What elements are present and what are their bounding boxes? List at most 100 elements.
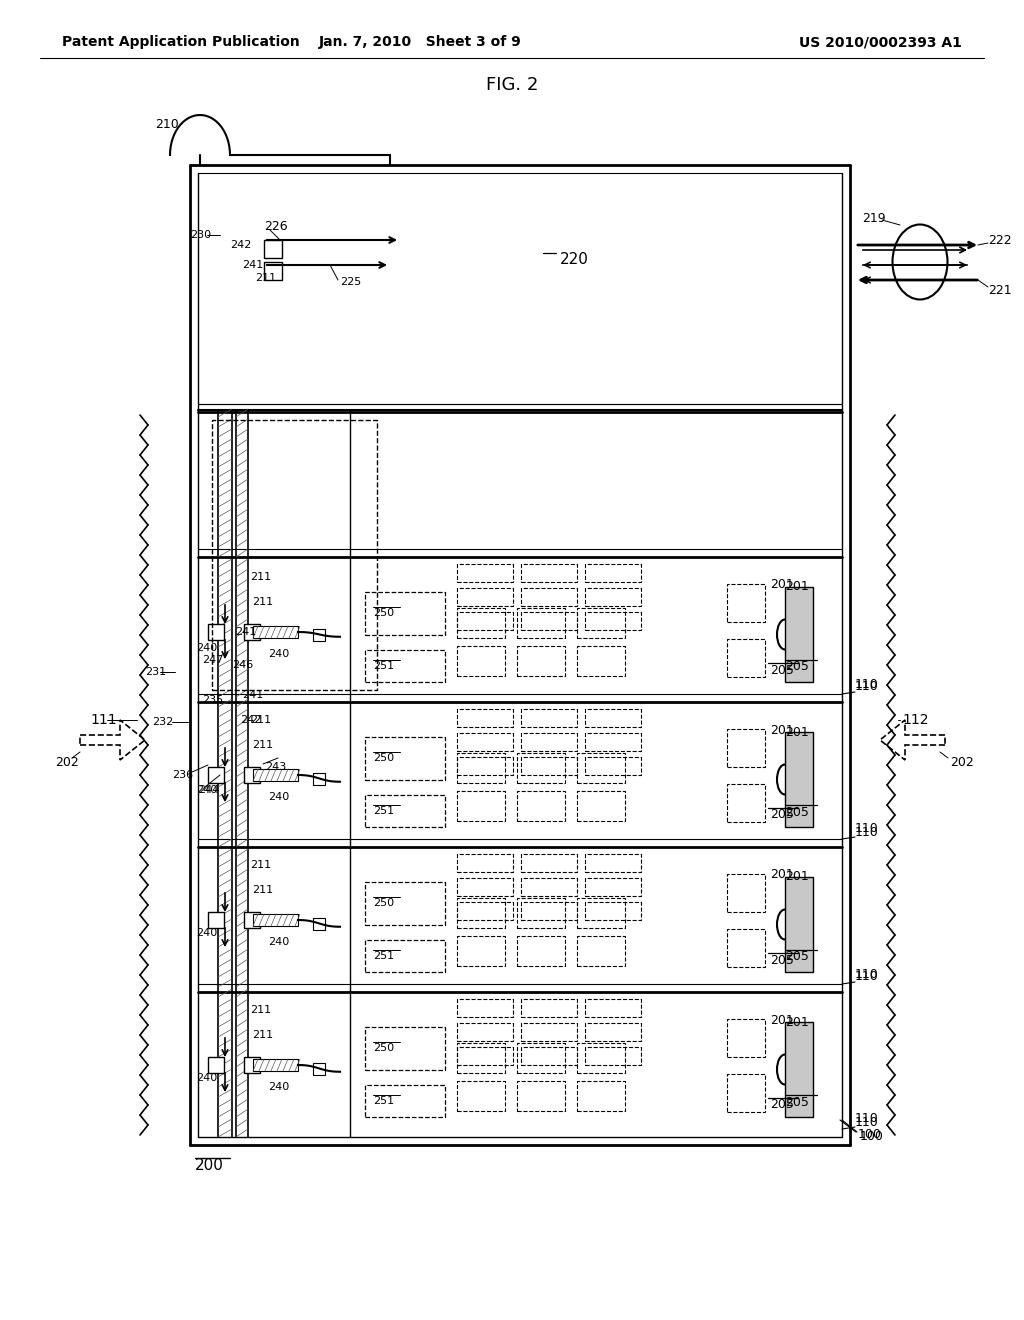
Bar	[457, 564, 513, 582]
Bar	[457, 898, 505, 928]
Bar	[521, 589, 577, 606]
Bar	[521, 709, 577, 727]
Text: 240: 240	[196, 643, 217, 653]
Text: 226: 226	[264, 220, 288, 234]
Bar	[585, 612, 641, 630]
Text: 211: 211	[250, 572, 271, 582]
Bar	[517, 752, 565, 783]
Text: 241: 241	[242, 260, 263, 271]
Text: 110: 110	[855, 822, 879, 836]
Bar	[521, 999, 577, 1018]
Text: 205: 205	[785, 660, 809, 673]
Bar	[365, 795, 445, 828]
Text: 201: 201	[770, 1014, 794, 1027]
Text: 110: 110	[855, 825, 879, 838]
Text: 240: 240	[196, 785, 217, 795]
Bar	[457, 752, 505, 783]
Text: 232: 232	[152, 717, 173, 727]
Text: 201: 201	[785, 726, 809, 738]
Bar	[365, 1027, 445, 1071]
Bar	[727, 874, 765, 912]
Text: 251: 251	[373, 950, 394, 961]
Bar	[457, 1081, 505, 1111]
Text: 110: 110	[855, 1113, 879, 1126]
Bar	[457, 854, 513, 873]
Bar	[521, 733, 577, 751]
Bar	[727, 1019, 765, 1057]
Bar	[727, 729, 765, 767]
Text: 205: 205	[770, 664, 794, 676]
Bar	[785, 587, 813, 682]
Bar	[457, 709, 513, 727]
Text: 201: 201	[770, 723, 794, 737]
Text: 251: 251	[373, 661, 394, 671]
Bar	[577, 609, 625, 638]
Text: 240: 240	[268, 649, 289, 659]
Bar	[365, 737, 445, 780]
Bar	[457, 1047, 513, 1065]
Bar	[457, 609, 505, 638]
Text: 240: 240	[268, 1082, 289, 1092]
Bar	[577, 645, 625, 676]
Text: 211: 211	[250, 715, 271, 725]
Bar	[521, 878, 577, 896]
Bar	[727, 583, 765, 622]
Text: 205: 205	[770, 1098, 794, 1111]
Bar	[521, 902, 577, 920]
Bar	[585, 733, 641, 751]
Bar	[585, 1023, 641, 1041]
Text: 200: 200	[195, 1158, 224, 1172]
Text: 205: 205	[785, 1096, 809, 1109]
Bar	[457, 758, 513, 775]
Bar	[244, 624, 260, 640]
Bar	[517, 645, 565, 676]
Bar	[577, 1081, 625, 1111]
Bar	[313, 917, 325, 931]
Bar	[313, 774, 325, 785]
Bar	[585, 902, 641, 920]
Bar	[585, 1047, 641, 1065]
Bar	[585, 709, 641, 727]
Text: 110: 110	[855, 970, 879, 983]
Text: 250: 250	[373, 609, 394, 618]
Bar	[585, 854, 641, 873]
Text: 247: 247	[202, 655, 223, 665]
Bar	[244, 1057, 260, 1073]
Bar	[365, 591, 445, 635]
Bar	[517, 936, 565, 966]
Bar	[585, 758, 641, 775]
Text: FIG. 2: FIG. 2	[485, 77, 539, 94]
Bar	[253, 626, 298, 638]
Bar	[517, 1081, 565, 1111]
Bar	[365, 1085, 445, 1117]
Bar	[521, 854, 577, 873]
Bar	[365, 651, 445, 682]
Text: 246: 246	[232, 660, 253, 671]
Text: 231: 231	[145, 667, 166, 677]
Text: 202: 202	[55, 755, 79, 768]
Text: 240: 240	[268, 937, 289, 946]
Text: 240: 240	[196, 1073, 217, 1082]
Text: 240: 240	[196, 928, 217, 939]
Text: 211: 211	[250, 861, 271, 870]
Bar	[727, 1074, 765, 1111]
Bar	[208, 767, 224, 783]
Bar	[313, 630, 325, 642]
Bar	[244, 912, 260, 928]
Bar	[727, 639, 765, 677]
Text: 205: 205	[785, 805, 809, 818]
Text: 111: 111	[90, 713, 117, 727]
Bar	[585, 564, 641, 582]
Bar	[244, 767, 260, 783]
Bar	[457, 936, 505, 966]
Bar	[585, 999, 641, 1018]
Text: 110: 110	[855, 681, 879, 693]
Text: 201: 201	[785, 1015, 809, 1028]
Bar	[521, 564, 577, 582]
Bar	[253, 1059, 298, 1071]
Bar	[253, 770, 298, 781]
Text: 219: 219	[862, 211, 886, 224]
Text: 110: 110	[855, 677, 879, 690]
Bar	[457, 733, 513, 751]
Text: 220: 220	[560, 252, 589, 268]
